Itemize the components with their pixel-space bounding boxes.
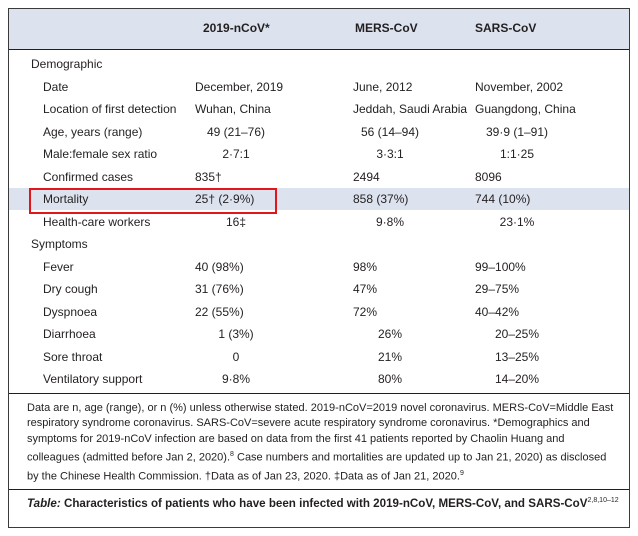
- row-label: Diarrhoea: [43, 327, 96, 342]
- table-header: 2019-nCoV* MERS-CoV SARS-CoV: [9, 9, 629, 50]
- row-value: 40–42%: [475, 304, 520, 319]
- row-label: Dyspnoea: [43, 304, 98, 319]
- row-label: Male:female sex ratio: [43, 147, 158, 162]
- row-value: 858 (37%): [353, 192, 409, 207]
- row-label: Mortality: [43, 192, 89, 207]
- row-value: 29–75%: [475, 282, 520, 297]
- table-row: Location of first detection Wuhan, China J…: [9, 98, 629, 120]
- table-row: Demographic: [9, 53, 629, 75]
- note-ref: 9: [459, 469, 464, 477]
- note-line: respiratory syndrome coronavirus. SARS-C…: [27, 417, 590, 430]
- row-label: Location of first detection: [43, 102, 177, 117]
- row-value: 16‡: [225, 214, 247, 229]
- row-value: 744 (10%): [475, 192, 531, 207]
- row-value: 25† (2·9%): [195, 192, 255, 207]
- table-row: Diarrhoea 1 (3%) 26% 20–25%: [9, 323, 629, 345]
- row-value: 20–25%: [494, 327, 540, 342]
- row-value: December, 2019: [195, 79, 284, 94]
- table-row: Ventilatory support 9·8% 80% 14–20%: [9, 368, 629, 390]
- caption-label: Table:: [27, 497, 61, 510]
- row-value: June, 2012: [353, 79, 413, 94]
- row-label: Date: [43, 79, 69, 94]
- table-row: Sore throat 0 21% 13–25%: [9, 346, 629, 368]
- row-value: 40 (98%): [195, 259, 244, 274]
- note-text: Case numbers and mortalities are updated…: [233, 451, 607, 464]
- table-row: Health-care workers 16‡ 9·8% 23·1%: [9, 211, 629, 233]
- row-value: 14–20%: [494, 372, 540, 387]
- note-line: colleagues (admitted before Jan 2, 2020)…: [27, 447, 617, 466]
- table-row: Confirmed cases 835† 2494 8096: [9, 166, 629, 188]
- header-mers: MERS-CoV: [355, 21, 418, 35]
- row-value: Jeddah, Saudi Arabia: [353, 102, 468, 117]
- row-value: 13–25%: [494, 349, 540, 364]
- row-value: 8096: [475, 169, 502, 184]
- row-value: 835†: [195, 169, 222, 184]
- note-text: colleagues (admitted before Jan 2, 2020)…: [27, 451, 231, 464]
- row-label: Confirmed cases: [43, 169, 134, 184]
- note-ref: 8: [230, 450, 234, 458]
- note-line: Data are n, age (range), or n (%) unless…: [27, 402, 614, 414]
- row-label: Dry cough: [43, 282, 98, 297]
- row-value: 99–100%: [475, 259, 526, 274]
- table-notes: Data are n, age (range), or n (%) unless…: [27, 401, 617, 485]
- row-value: 72%: [353, 304, 378, 319]
- note-text: by the Chinese Health Commission. †Data …: [27, 470, 460, 483]
- note-line: symptoms for 2019-nCoV infection are bas…: [27, 432, 565, 445]
- table-row: Date December, 2019 June, 2012 November, 20…: [9, 76, 629, 98]
- table-row: Mortality 25† (2·9%) 858 (37%) 744 (10%): [9, 188, 629, 211]
- table-row: Dyspnoea 22 (55%) 72% 40–42%: [9, 301, 629, 323]
- row-value: 3·3:1: [376, 147, 404, 162]
- caption-divider: [9, 489, 629, 490]
- header-sars: SARS-CoV: [475, 21, 537, 35]
- table-row: Symptoms: [9, 233, 629, 255]
- note-line: by the Chinese Health Commission. †Data …: [27, 466, 617, 485]
- row-value: 56 (14–94): [360, 124, 420, 139]
- caption-text: Characteristics of patients who have bee…: [60, 497, 588, 510]
- table-frame: 2019-nCoV* MERS-CoV SARS-CoV Demographic…: [8, 8, 630, 528]
- row-value: 47%: [353, 282, 378, 297]
- header-2019ncov: 2019-nCoV*: [203, 21, 270, 35]
- row-label: Fever: [43, 259, 74, 274]
- table-row: Dry cough 31 (76%) 47% 29–75%: [9, 278, 629, 300]
- mortality-highlight-box: [29, 188, 277, 214]
- row-value: 39·9 (1–91): [485, 124, 549, 139]
- row-value: Wuhan, China: [195, 102, 271, 117]
- row-value: 98%: [353, 259, 378, 274]
- row-value: 31 (76%): [195, 282, 244, 297]
- notes-divider: [9, 393, 629, 394]
- row-value: 2·7:1: [222, 147, 250, 162]
- row-label: Age, years (range): [43, 124, 143, 139]
- row-value: 21%: [377, 349, 403, 364]
- row-value: 49 (21–76): [206, 124, 266, 139]
- row-value: 9·8%: [375, 214, 404, 229]
- row-value: 80%: [377, 372, 403, 387]
- caption-refs: 2,8,10–12: [587, 497, 619, 505]
- row-value: 9·8%: [221, 372, 250, 387]
- row-label: Demographic: [31, 57, 103, 71]
- row-value: Guangdong, China: [475, 102, 576, 117]
- row-value: 0: [232, 349, 240, 364]
- row-value: 22 (55%): [195, 304, 244, 319]
- row-value: 26%: [377, 327, 403, 342]
- table-caption: Table: Characteristics of patients who h…: [27, 497, 623, 510]
- row-value: 1 (3%): [218, 327, 254, 342]
- table-row: Age, years (range) 49 (21–76) 56 (14–94) 39…: [9, 121, 629, 143]
- row-value: 23·1%: [499, 214, 535, 229]
- row-label: Symptoms: [31, 237, 88, 252]
- row-label: Health-care workers: [43, 214, 151, 229]
- row-label: Sore throat: [43, 349, 103, 364]
- row-value: 1:1·25: [499, 147, 535, 162]
- table-row: Male:female sex ratio 2·7:1 3·3:1 1:1·25: [9, 143, 629, 165]
- row-value: 2494: [353, 169, 380, 184]
- row-label: Ventilatory support: [43, 372, 143, 387]
- row-value: November, 2002: [475, 79, 564, 94]
- table-row: Fever 40 (98%) 98% 99–100%: [9, 256, 629, 278]
